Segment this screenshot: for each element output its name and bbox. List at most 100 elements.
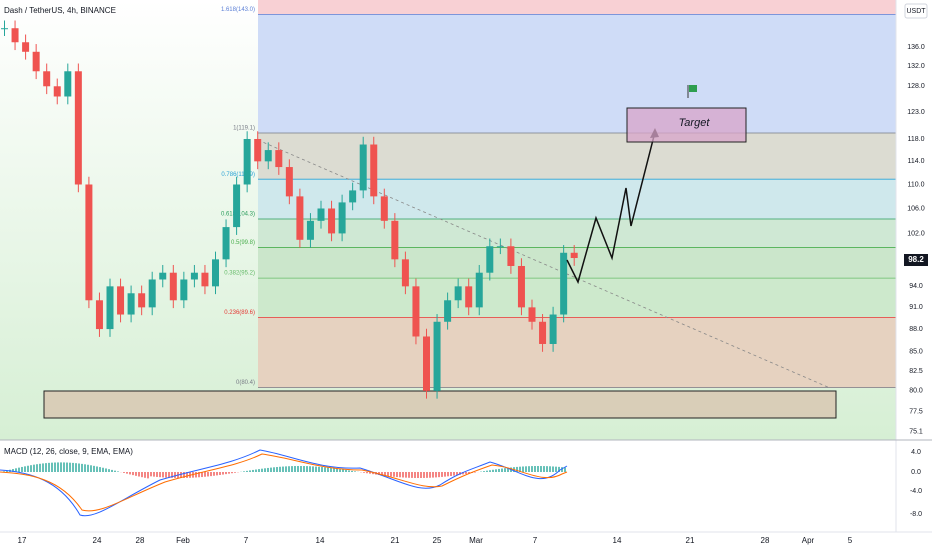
macd-histogram	[450, 472, 452, 476]
currency-box[interactable]	[904, 3, 928, 19]
macd-histogram	[435, 472, 437, 478]
candle	[85, 184, 93, 301]
macd-histogram	[258, 469, 260, 472]
macd-histogram	[486, 470, 488, 472]
candle	[180, 279, 188, 301]
macd-histogram	[516, 466, 518, 472]
macd-histogram	[411, 472, 413, 478]
macd-histogram	[453, 472, 455, 476]
macd-histogram	[66, 462, 68, 472]
macd-histogram	[90, 465, 92, 472]
macd-histogram	[150, 472, 152, 477]
macd-histogram	[30, 465, 32, 472]
macd-histogram	[369, 472, 371, 474]
macd-histogram	[291, 466, 293, 472]
date-label: Mar	[469, 536, 483, 545]
date-label: Apr	[802, 536, 815, 545]
macd-histogram	[48, 462, 50, 472]
price-label: 123.0	[907, 109, 925, 116]
macd-histogram	[363, 472, 365, 473]
macd-histogram	[261, 468, 263, 472]
macd-histogram	[540, 466, 542, 472]
macd-histogram	[489, 470, 491, 472]
macd-histogram	[102, 467, 104, 472]
candle	[285, 167, 293, 197]
macd-histogram	[432, 472, 434, 478]
price-label: 136.0	[907, 44, 925, 51]
macd-histogram	[12, 469, 14, 472]
candle	[454, 286, 462, 301]
candle	[359, 144, 367, 191]
macd-histogram	[423, 472, 425, 478]
macd-histogram	[429, 472, 431, 478]
candle	[507, 246, 515, 266]
candle	[243, 138, 251, 185]
macd-histogram	[126, 472, 128, 474]
macd-histogram	[96, 466, 98, 472]
macd-histogram	[552, 466, 554, 472]
date-label: 14	[316, 536, 325, 545]
currency: USDT	[906, 8, 926, 15]
macd-line	[0, 449, 568, 517]
macd-histogram	[324, 467, 326, 472]
macd-histogram	[321, 467, 323, 472]
macd-histogram	[60, 462, 62, 472]
macd-histogram	[492, 469, 494, 472]
macd-histogram	[438, 472, 440, 478]
price-badge	[904, 254, 928, 266]
macd-histogram	[534, 466, 536, 472]
macd-histogram	[384, 472, 386, 476]
macd-histogram	[162, 472, 164, 478]
candle	[11, 28, 19, 43]
macd-histogram	[297, 466, 299, 472]
candle	[539, 321, 547, 344]
macd-histogram	[18, 467, 20, 472]
macd-histogram	[561, 467, 563, 472]
macd-histogram	[21, 466, 23, 472]
macd-histogram	[147, 472, 149, 479]
macd-histogram	[270, 467, 272, 472]
macd-histogram	[393, 472, 395, 477]
macd-histogram	[174, 472, 176, 478]
macd-histogram	[252, 469, 254, 472]
candle	[64, 71, 72, 97]
price-label: 88.0	[909, 326, 923, 333]
macd-histogram	[504, 468, 506, 472]
macd-histogram	[249, 470, 251, 472]
macd-histogram	[255, 469, 257, 472]
fib-zone	[258, 247, 896, 279]
macd-title: MACD (12, 26, close, 9, EMA, EMA)	[4, 447, 133, 456]
macd-histogram	[135, 472, 137, 476]
candle	[22, 42, 30, 52]
candle	[43, 71, 51, 87]
symbol-title: Dash / TetherUS, 4h, BINANCE	[4, 6, 116, 15]
macd-histogram	[549, 466, 551, 472]
price-label: 85.0	[909, 348, 923, 355]
target-box	[626, 107, 747, 143]
candle	[328, 208, 336, 234]
date-label: 14	[613, 536, 622, 545]
macd-histogram	[279, 466, 281, 472]
macd-histogram	[306, 466, 308, 472]
macd-histogram	[354, 471, 356, 472]
fib-zone	[258, 14, 896, 133]
macd-histogram	[495, 469, 497, 472]
date-label: 5	[848, 536, 853, 545]
macd-histogram	[36, 464, 38, 472]
macd-histogram	[225, 472, 227, 475]
candle	[306, 220, 314, 240]
macd-histogram	[117, 471, 119, 472]
candle	[32, 51, 40, 72]
price-label: 102.0	[907, 230, 925, 237]
macd-histogram	[180, 472, 182, 478]
macd-histogram	[273, 467, 275, 472]
macd-histogram	[300, 466, 302, 472]
macd-histogram	[111, 469, 113, 472]
macd-histogram	[315, 466, 317, 472]
macd-histogram	[309, 466, 311, 472]
macd-histogram	[138, 472, 140, 477]
macd-histogram	[408, 472, 410, 478]
macd-histogram	[228, 472, 230, 474]
candle	[412, 286, 420, 337]
candle	[517, 265, 525, 308]
